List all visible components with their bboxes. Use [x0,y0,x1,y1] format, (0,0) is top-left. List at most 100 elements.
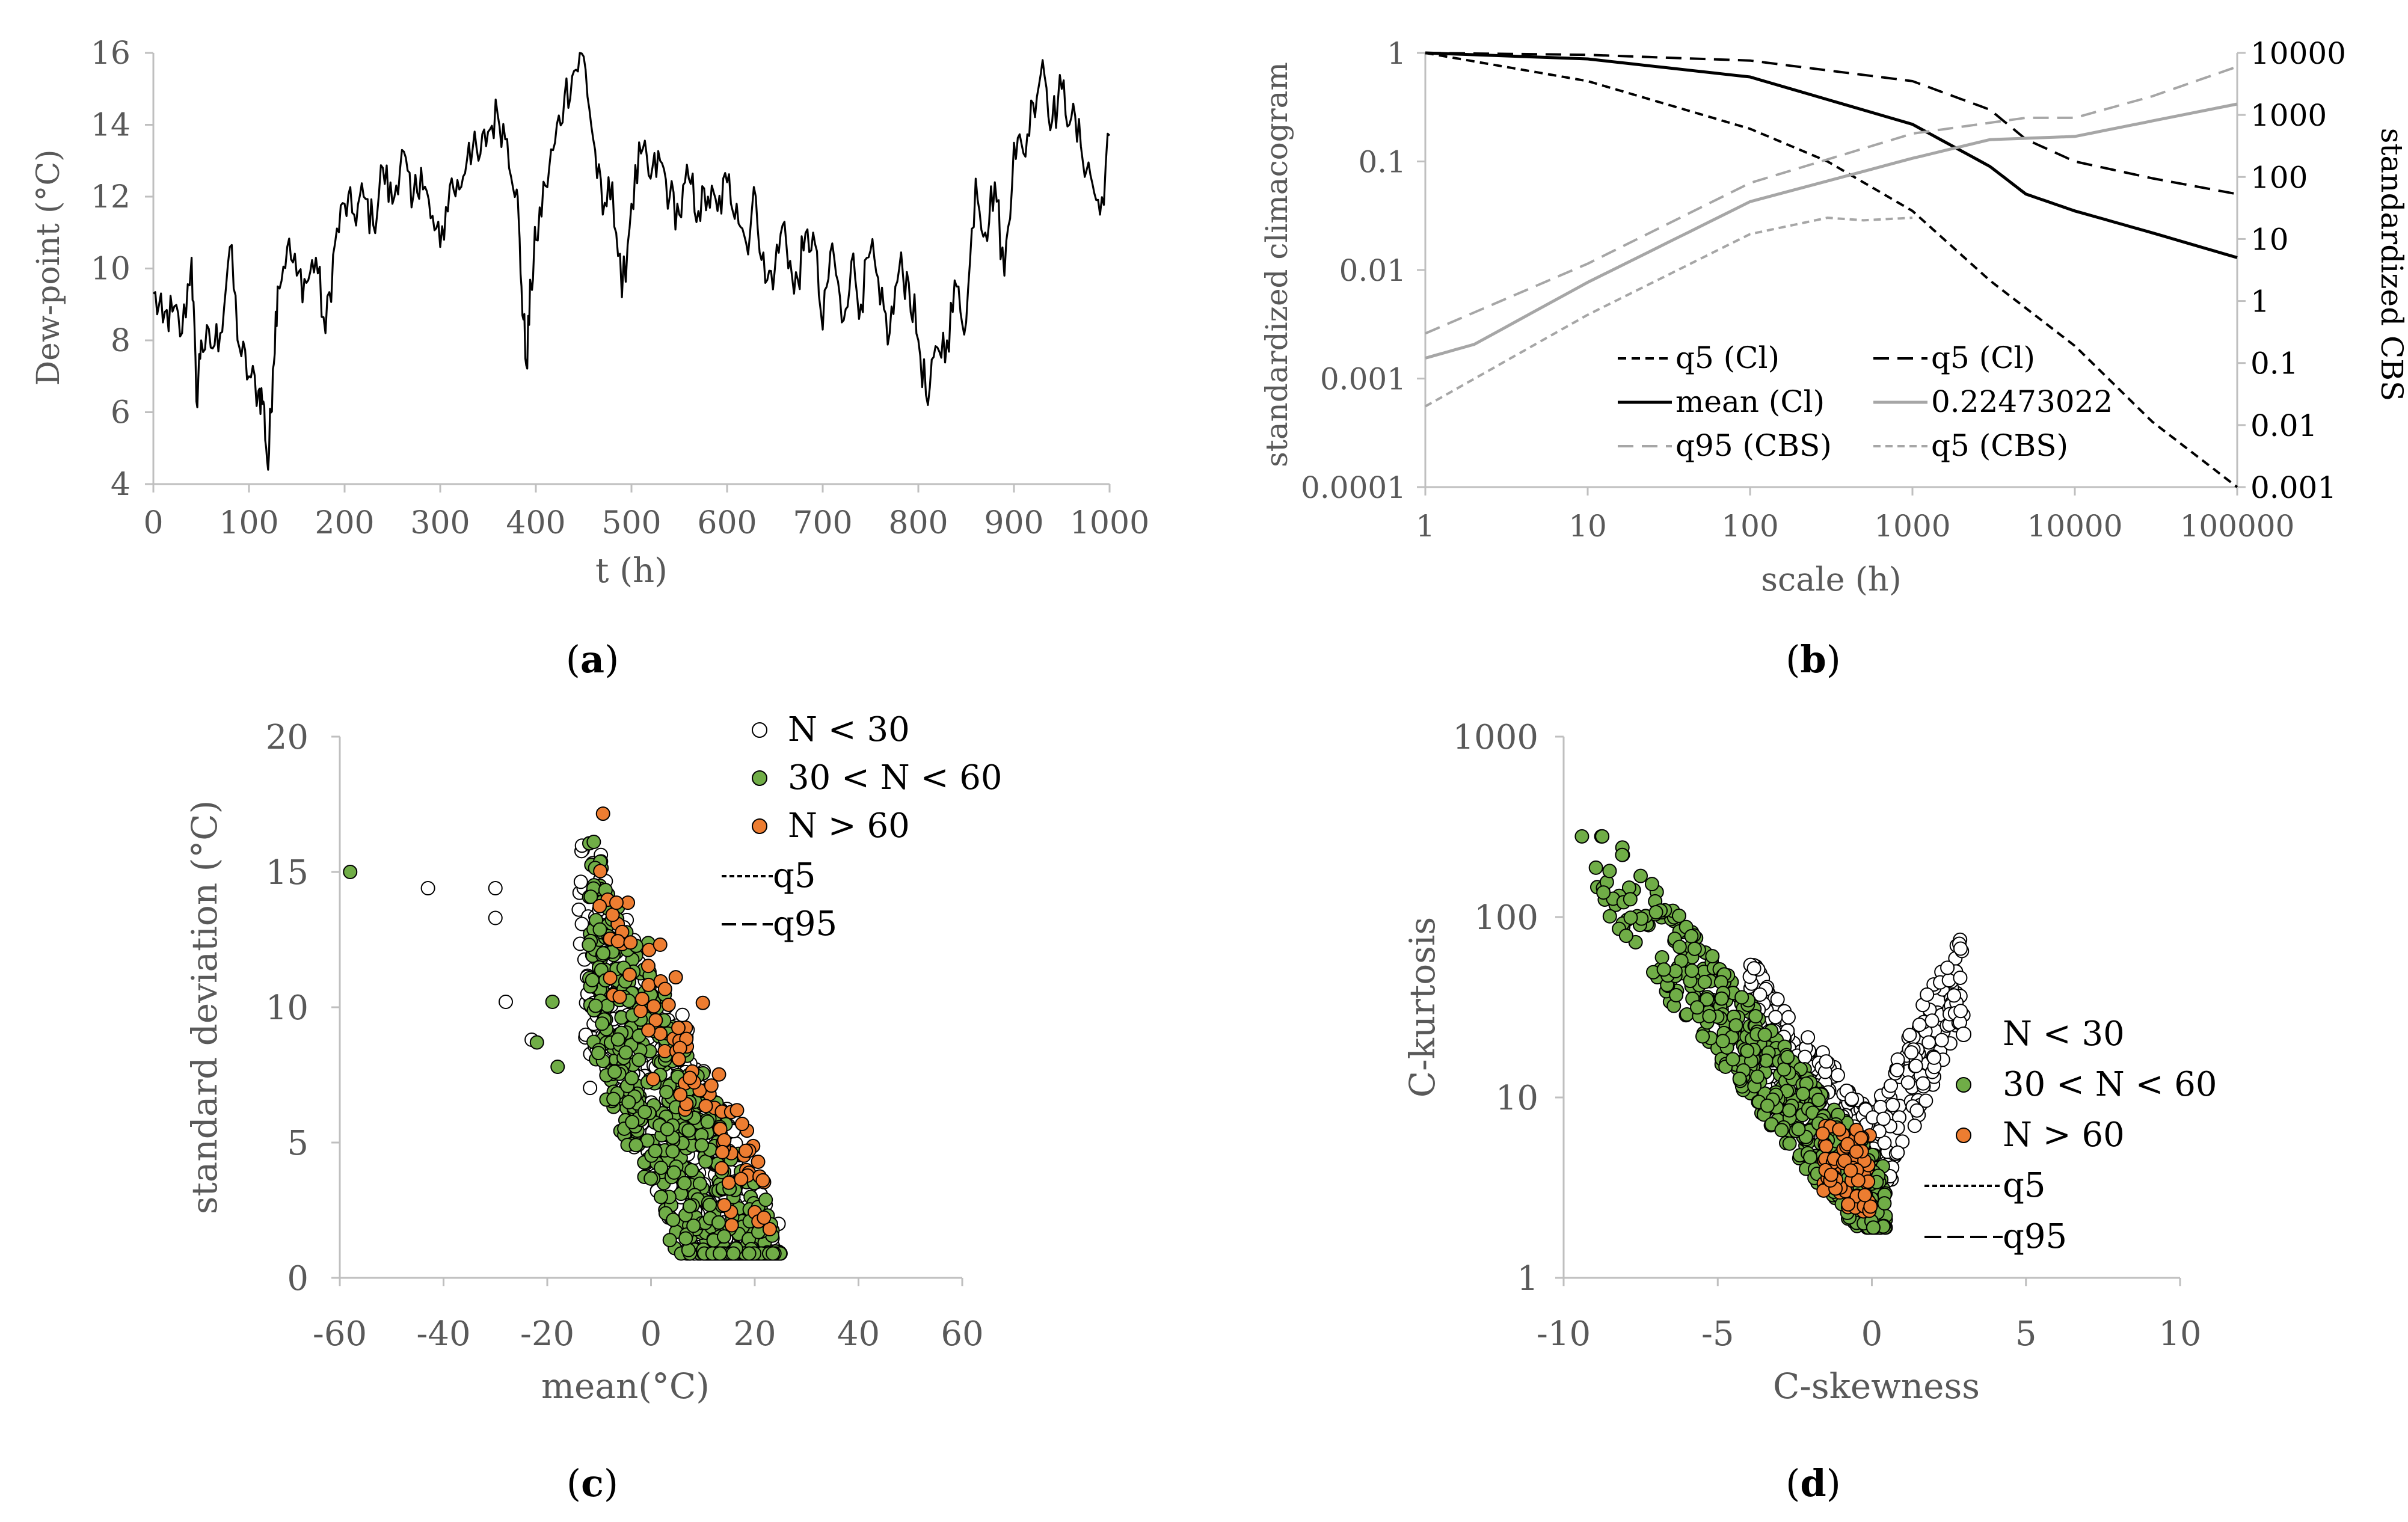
c-point-n-30-60 [582,836,597,851]
d-point-n-lt-30 [1839,1083,1854,1098]
d-point-n-30-60 [1866,1179,1881,1194]
d-point-n-30-60 [1760,1040,1775,1055]
c-point-n-gt-60 [600,892,615,907]
c-point-n-30-60 [585,972,600,987]
d-point-n-30-60 [1630,909,1645,924]
c-point-n-30-60 [642,979,657,994]
c-point-n-lt-30 [681,1079,696,1094]
c-point-n-30-60 [760,1246,775,1261]
d-point-n-lt-30 [1947,1005,1962,1020]
c-point-n-lt-30 [626,986,641,1001]
c-point-n-lt-30 [651,1008,666,1023]
c-point-n-lt-30 [698,1246,713,1261]
d-point-n-30-60 [1854,1167,1869,1182]
d-point-n-30-60 [1878,1212,1893,1227]
c-point-n-30-60 [600,998,615,1013]
d-point-n-30-60 [1802,1162,1817,1177]
c-point-n-lt-30 [751,1246,766,1261]
d-point-n-lt-30 [1811,1055,1826,1070]
c-point-n-lt-30 [711,1232,726,1247]
c-point-n-lt-30 [580,969,595,984]
c-point-n-30-60 [691,1115,706,1130]
c-point-n-30-60 [670,1067,685,1082]
d-point-n-lt-30 [1868,1165,1883,1180]
d-point-n-gt-60 [1860,1198,1875,1213]
c-point-n-lt-30 [687,1203,702,1218]
d-point-n-30-60 [1796,1086,1811,1101]
d-point-n-lt-30 [1767,1014,1782,1029]
c-point-n-lt-30 [623,1009,638,1024]
d-point-n-lt-30 [1890,1061,1905,1076]
c-point-n-lt-30 [631,955,647,970]
d-point-n-30-60 [1666,998,1682,1013]
d-point-n-lt-30 [1826,1093,1841,1108]
d-point-n-30-60 [1621,880,1636,895]
c-point-n-lt-30 [743,1246,758,1261]
d-point-n-gt-60 [1857,1153,1872,1168]
c-point-n-gt-60 [609,895,624,910]
c-point-n-30-60 [621,993,636,1008]
d-point-n-30-60 [1835,1153,1850,1168]
d-point-n-lt-30 [1905,1080,1920,1095]
c-point-n-30-60 [709,1246,724,1261]
c-point-n-gt-60 [666,1031,681,1046]
d-point-n-lt-30 [1802,1059,1817,1074]
d-point-n-lt-30 [1788,1112,1803,1128]
c-point-n-30-60 [592,932,607,947]
c-point-n-lt-30 [678,1064,693,1079]
c-point-n-30-60 [583,889,598,904]
d-point-n-30-60 [1802,1150,1817,1165]
d-point-n-lt-30 [1760,1070,1775,1085]
c-point-n-30-60 [688,1222,703,1237]
d-point-n-30-60 [1734,1079,1749,1094]
c-point-n-30-60 [702,1197,717,1212]
d-point-n-lt-30 [1792,1104,1807,1119]
c-point-n-lt-30 [767,1246,782,1261]
d-point-n-lt-30 [1794,1043,1809,1058]
c-point-n-lt-30 [606,922,621,937]
c-point-n-lt-30 [680,1147,695,1162]
c-point-n-30-60 [684,1085,699,1100]
d-point-n-lt-30 [1890,1063,1905,1078]
c-point-n-gt-60 [698,1099,713,1114]
d-point-n-lt-30 [1814,1109,1829,1124]
d-point-n-30-60 [1841,1194,1857,1209]
c-point-n-lt-30 [606,1072,621,1087]
d-point-n-30-60 [1750,1024,1765,1039]
d-point-n-lt-30 [1778,1067,1793,1082]
c-point-n-30-60 [586,1034,601,1049]
c-point-n-30-60 [665,1020,680,1035]
c-point-n-30-60 [743,1246,758,1261]
c-point-n-30-60 [639,1156,654,1171]
c-point-n-lt-30 [760,1246,775,1261]
c-point-n-30-60 [622,939,637,954]
d-point-n-30-60 [1686,971,1701,986]
d-point-n-30-60 [1800,1146,1815,1161]
c-point-n-gt-60 [592,898,607,913]
c-point-n-gt-60 [633,1004,648,1019]
c-point-n-30-60 [624,1137,639,1152]
c-point-n-lt-30 [664,1031,679,1046]
c-point-n-gt-60 [729,1103,745,1118]
d-point-n-lt-30 [1761,1024,1777,1039]
c-point-n-30-60 [657,1052,672,1067]
c-point-n-30-60 [607,1064,622,1079]
d-point-n-30-60 [1815,1143,1830,1158]
c-point-n-lt-30 [583,999,598,1014]
c-point-n-30-60 [743,1242,758,1257]
c-point-n-30-60 [769,1246,784,1261]
d-point-n-lt-30 [1875,1171,1890,1186]
c-point-n-30-60 [717,1164,732,1179]
d-point-n-gt-60 [1846,1153,1861,1168]
d-point-n-lt-30 [1875,1171,1890,1186]
c-point-n-30-60 [583,933,598,948]
c-point-n-30-60 [583,998,598,1013]
c-point-n-lt-30 [705,1246,720,1261]
c-point-n-lt-30 [699,1152,714,1167]
d-point-n-30-60 [1867,1220,1882,1235]
c-point-n-30-60 [715,1246,730,1261]
c-point-n-lt-30 [738,1246,753,1261]
d-point-n-30-60 [1800,1071,1815,1086]
c-point-n-30-60 [714,1165,729,1180]
caption-b: (b) [1723,637,1903,681]
